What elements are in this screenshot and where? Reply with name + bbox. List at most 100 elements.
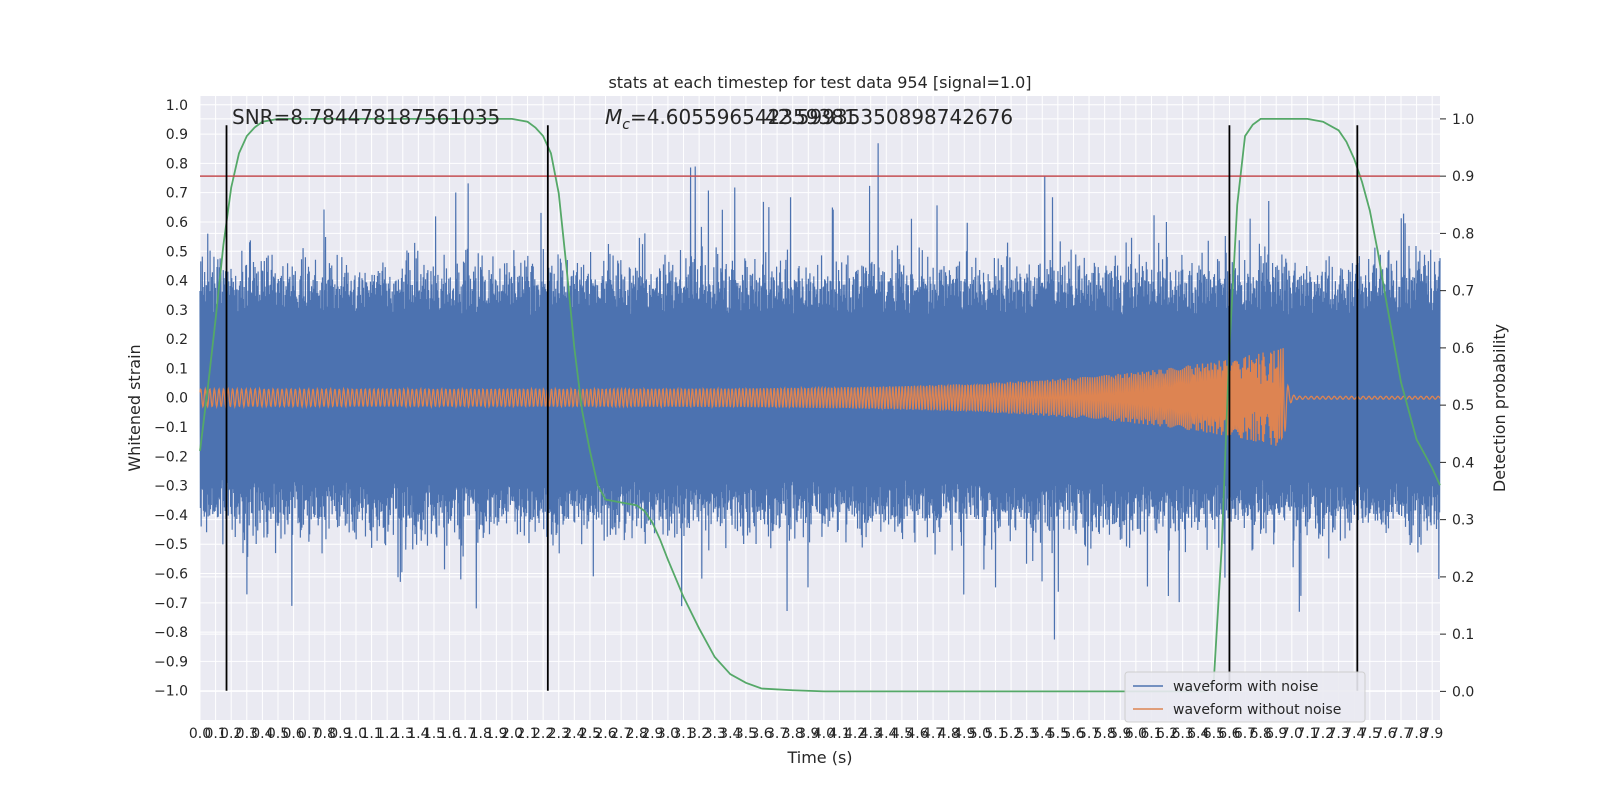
y2-tick-label: 0.4 [1452,455,1474,471]
y2-tick-label: 0.9 [1452,169,1474,185]
x-tick-label: 7.4 [1343,726,1365,742]
x-tick-label: 2.0 [501,726,523,742]
x-tick-label: 7.6 [1374,726,1396,742]
x-tick-label: 3.4 [719,726,741,742]
vertical-markers [225,125,1359,691]
x-tick-label: 2.1 [516,726,538,742]
y2-tick-label: 0.7 [1452,284,1474,300]
chirp-mass-subscript: c [622,117,630,133]
legend-label-clean: waveform without noise [1173,702,1341,718]
x-tick-label: 0.9 [329,726,351,742]
x-tick-label: 3.6 [750,726,772,742]
legend: waveform with noise waveform without noi… [1124,671,1366,723]
y2-tick-label: 0.6 [1452,341,1474,357]
chart-title: stats at each timestep for test data 954… [608,73,1031,92]
y2-tick-label: 0.1 [1452,627,1474,643]
x-tick-label: 1.5 [423,726,445,742]
y-tick-label: 0.4 [166,274,188,290]
x-tick-label: 0.1 [204,726,226,742]
x-tick-label: 1.6 [438,726,460,742]
y2-axis-ticks: 1.0 0.9 0.8 0.7 0.6 0.5 0.4 0.3 0.2 0.1 0.0 [1440,112,1474,700]
x-tick-label: 3.5 [735,726,757,742]
x-tick-label: 5.4 [1031,726,1053,742]
x-tick-label: 2.6 [594,726,616,742]
x-tick-label: 2.3 [548,726,570,742]
x-tick-label: 2.5 [579,726,601,742]
x-tick-label: 7.7 [1390,726,1412,742]
x-tick-label: 7.0 [1281,726,1303,742]
x-tick-label: 3.9 [797,726,819,742]
x-tick-label: 4.2 [844,726,866,742]
x-tick-label: 5.1 [984,726,1006,742]
x-tick-label: 0.2 [220,726,242,742]
x-tick-label: 0.8 [314,726,336,742]
x-tick-label: 6.7 [1234,726,1256,742]
x-tick-label: 1.0 [345,726,367,742]
x-tick-label: 5.0 [969,726,991,742]
detection-probability-line [199,118,1441,693]
x-tick-label: 2.7 [610,726,632,742]
y2-tick-label: 0.2 [1452,570,1474,586]
overlap-annotation: 42.59935350898742676 [765,105,1013,129]
x-tick-label: 4.6 [906,726,928,742]
x-tick-label: 6.2 [1156,726,1178,742]
chirp-mass-symbol: M [605,105,622,129]
clean-waveform-line [199,348,1441,446]
x-tick-label: 5.9 [1109,726,1131,742]
chirp-mass-annotation: Mc=4.605596542359381 [605,105,857,133]
y-tick-label: 0.6 [166,215,188,231]
legend-label-noise: waveform with noise [1173,679,1318,695]
x-tick-label: 4.8 [938,726,960,742]
x-axis-label: Time (s) [786,748,852,767]
x-tick-label: 6.4 [1187,726,1209,742]
x-tick-label: 0.0 [189,726,211,742]
y-tick-label: 0.3 [166,303,188,319]
x-tick-label: 6.0 [1125,726,1147,742]
x-tick-label: 0.7 [298,726,320,742]
x-tick-label: 3.2 [688,726,710,742]
x-tick-label: 2.4 [563,726,585,742]
x-tick-label: 2.9 [641,726,663,742]
y-axis-ticks: 1.0 0.9 0.8 0.7 0.6 0.5 0.4 0.3 0.2 0.1 0.0 −0.1 −0.… [154,98,188,700]
x-tick-label: 0.5 [267,726,289,742]
x-tick-label: 1.7 [454,726,476,742]
y-tick-label: 0.0 [166,391,188,407]
chirp-mass-value: =4.605596542359381 [630,105,857,129]
x-tick-label: 1.8 [470,726,492,742]
y-tick-label: −0.3 [154,479,188,495]
snr-annotation: SNR=8.784478187561035 [232,105,500,129]
y-tick-label: −1.0 [154,684,188,700]
x-tick-label: 5.3 [1016,726,1038,742]
x-tick-label: 4.9 [953,726,975,742]
x-tick-label: 7.3 [1327,726,1349,742]
y2-tick-label: 0.3 [1452,513,1474,529]
x-tick-label: 3.7 [766,726,788,742]
x-tick-label: 7.8 [1405,726,1427,742]
y-axis-label: Whitened strain [125,344,144,471]
x-tick-label: 7.9 [1421,726,1443,742]
y-tick-label: 0.1 [166,361,188,377]
x-tick-label: 3.8 [782,726,804,742]
y-tick-label: −0.5 [154,537,188,553]
x-tick-label: 4.3 [860,726,882,742]
x-tick-label: 6.9 [1265,726,1287,742]
x-tick-label: 3.3 [704,726,726,742]
x-tick-label: 6.1 [1140,726,1162,742]
x-tick-label: 4.5 [891,726,913,742]
x-tick-label: 5.6 [1062,726,1084,742]
x-tick-label: 2.8 [626,726,648,742]
x-tick-label: 5.2 [1000,726,1022,742]
y-tick-label: 0.5 [166,244,188,260]
y-tick-label: −0.7 [154,596,188,612]
series-waveform-without-noise [199,348,1441,446]
y-tick-label: −0.1 [154,420,188,436]
y-tick-label: 0.7 [166,186,188,202]
y-tick-label: 1.0 [166,98,188,114]
x-tick-label: 6.3 [1172,726,1194,742]
x-tick-label: 5.7 [1078,726,1100,742]
y2-axis-label: Detection probability [1490,324,1509,492]
x-tick-label: 5.5 [1047,726,1069,742]
x-tick-label: 1.3 [392,726,414,742]
x-tick-label: 0.6 [282,726,304,742]
